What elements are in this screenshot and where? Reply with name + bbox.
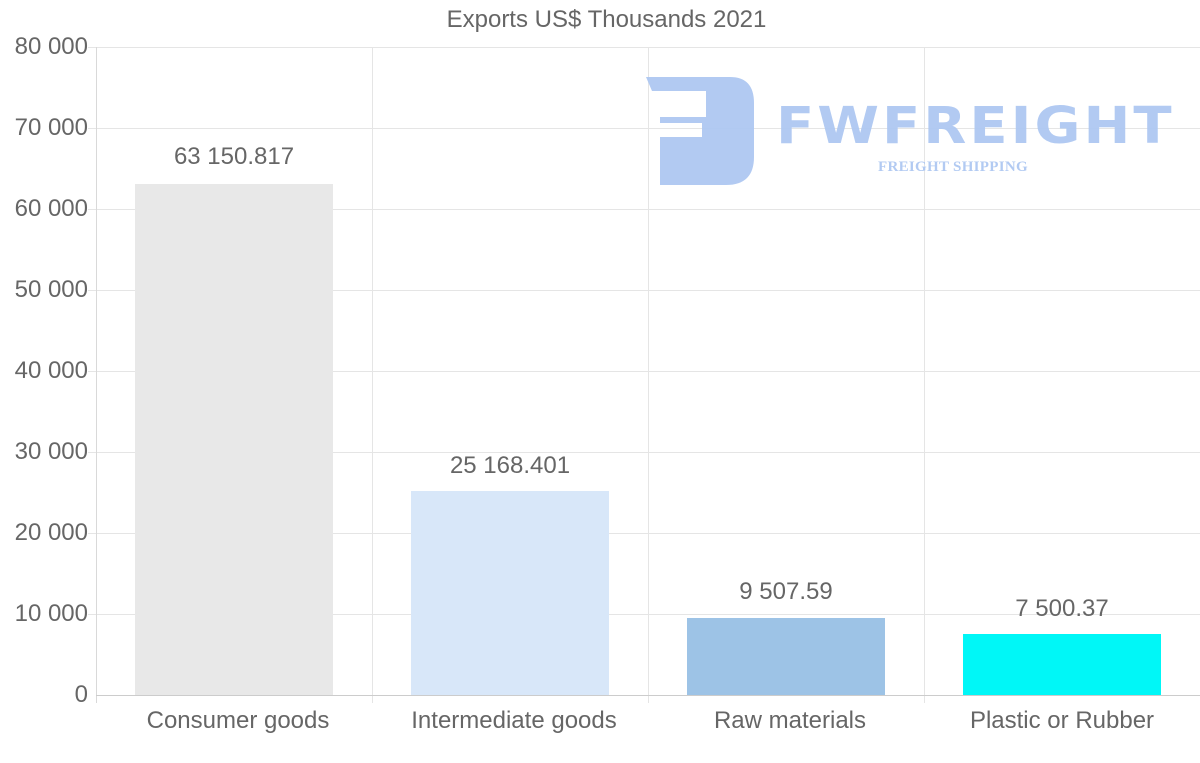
bar-consumer-goods	[135, 184, 333, 695]
x-tick-label: Intermediate goods	[411, 707, 617, 734]
gridline	[924, 47, 925, 703]
y-tick-label: 30 000	[14, 438, 88, 465]
gridline	[88, 128, 1200, 129]
watermark-brand-text: FWFREIGHT	[776, 97, 1175, 156]
gridline	[88, 209, 1200, 210]
watermark-tagline: FREIGHT SHIPPING	[878, 159, 1028, 175]
x-tick-label: Raw materials	[713, 707, 867, 734]
bar-value-label: 25 168.401	[449, 452, 571, 479]
x-tick-label: Plastic or Rubber	[969, 707, 1155, 734]
y-tick-label: 50 000	[14, 276, 88, 303]
plot-area: 63 150.817 25 168.401 9 507.59 7 500.37	[88, 47, 1200, 703]
x-axis	[96, 695, 1200, 696]
gridline	[88, 452, 1200, 453]
x-tick-label: Consumer goods	[146, 707, 330, 734]
bar-value-label: 9 507.59	[739, 578, 833, 605]
bar-intermediate-goods	[411, 491, 609, 695]
fwfreight-logo-icon	[646, 77, 754, 185]
y-tick-label: 10 000	[14, 600, 88, 627]
gridline	[88, 47, 1200, 48]
y-axis	[96, 47, 97, 703]
gridline	[88, 533, 1200, 534]
bar-raw-materials	[687, 618, 885, 695]
brand-watermark: FWFREIGHT FREIGHT SHIPPING	[646, 73, 1172, 188]
y-tick-label: 70 000	[14, 114, 88, 141]
y-tick-label: 80 000	[14, 33, 88, 60]
gridline	[648, 47, 649, 703]
bar-plastic-or-rubber	[963, 634, 1161, 695]
gridline	[88, 371, 1200, 372]
bar-value-label: 63 150.817	[173, 143, 295, 170]
y-tick-label: 40 000	[14, 357, 88, 384]
chart-title: Exports US$ Thousands 2021	[446, 6, 767, 33]
y-tick-label: 20 000	[14, 519, 88, 546]
gridline	[88, 290, 1200, 291]
gridline	[372, 47, 373, 703]
y-tick-label: 0	[74, 681, 88, 708]
gridline	[88, 614, 1200, 615]
y-tick-label: 60 000	[14, 195, 88, 222]
bar-value-label: 7 500.37	[1015, 595, 1109, 622]
